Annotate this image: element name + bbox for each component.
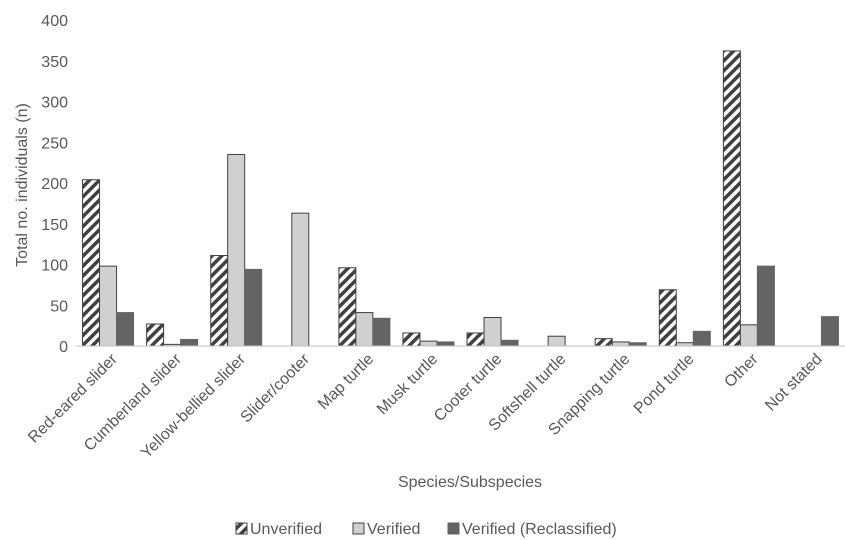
bar-verified-reclassified bbox=[244, 268, 263, 347]
bar-verified bbox=[547, 335, 566, 347]
legend-label: Unverified bbox=[250, 521, 322, 538]
bar-verified bbox=[739, 324, 758, 347]
y-tick-label: 250 bbox=[41, 135, 68, 152]
bar-unverified bbox=[82, 179, 101, 347]
bar-unverified bbox=[146, 323, 165, 347]
bar-unverified bbox=[722, 50, 741, 347]
bar-verified-reclassified bbox=[372, 317, 391, 347]
bar-verified bbox=[99, 265, 118, 347]
legend-label: Verified bbox=[367, 521, 420, 538]
bar-verified-reclassified bbox=[180, 338, 199, 347]
x-tick-label: Yellow-bellied slider bbox=[138, 350, 249, 461]
legend-swatch bbox=[352, 522, 365, 535]
bar-verified bbox=[419, 340, 438, 347]
bars bbox=[82, 50, 839, 347]
bar-unverified bbox=[402, 332, 421, 347]
bar-verified bbox=[227, 153, 246, 347]
y-tick-label: 50 bbox=[50, 298, 68, 315]
legend: Unverified Verified Verified (Reclassified… bbox=[235, 521, 617, 538]
legend-swatch bbox=[235, 522, 248, 535]
x-tick-label: Other bbox=[721, 350, 762, 391]
bar-unverified bbox=[466, 332, 485, 347]
bar-verified-reclassified bbox=[116, 312, 135, 347]
bar-verified bbox=[355, 312, 374, 347]
y-tick-label: 200 bbox=[41, 176, 68, 193]
bar-verified bbox=[483, 316, 502, 347]
y-tick-label: 0 bbox=[59, 339, 68, 356]
bar-verified-reclassified bbox=[436, 341, 455, 347]
y-tick-label: 400 bbox=[41, 13, 68, 30]
x-tick-label: Map turtle bbox=[315, 351, 377, 413]
y-tick-label: 100 bbox=[41, 258, 68, 275]
y-axis-title: Total no. individuals (n) bbox=[14, 103, 31, 267]
bar-verified-reclassified bbox=[756, 265, 775, 347]
bar-verified-reclassified bbox=[500, 339, 519, 347]
bar-verified bbox=[611, 341, 630, 347]
x-tick-label: Not stated bbox=[762, 351, 826, 415]
legend-swatch bbox=[447, 522, 460, 535]
x-tick-label: Musk turtle bbox=[374, 351, 441, 418]
bar-verified bbox=[291, 212, 310, 347]
x-tick-label: Pond turtle bbox=[631, 351, 698, 418]
y-axis-ticks: 0 50 100 150 200 250 300 350 400 bbox=[41, 13, 68, 356]
bar-verified-reclassified bbox=[692, 330, 711, 347]
y-tick-label: 300 bbox=[41, 95, 68, 112]
bar-unverified bbox=[338, 267, 357, 347]
bar-unverified bbox=[658, 289, 677, 347]
x-axis-title: Species/Subspecies bbox=[398, 474, 542, 491]
bar-verified-reclassified bbox=[820, 316, 839, 347]
x-tick-label: Slider/cooter bbox=[238, 350, 314, 426]
legend-label: Verified (Reclassified) bbox=[462, 521, 617, 538]
y-tick-label: 150 bbox=[41, 217, 68, 234]
y-tick-label: 350 bbox=[41, 54, 68, 71]
bar-unverified bbox=[210, 255, 229, 347]
bar-unverified bbox=[594, 338, 613, 347]
